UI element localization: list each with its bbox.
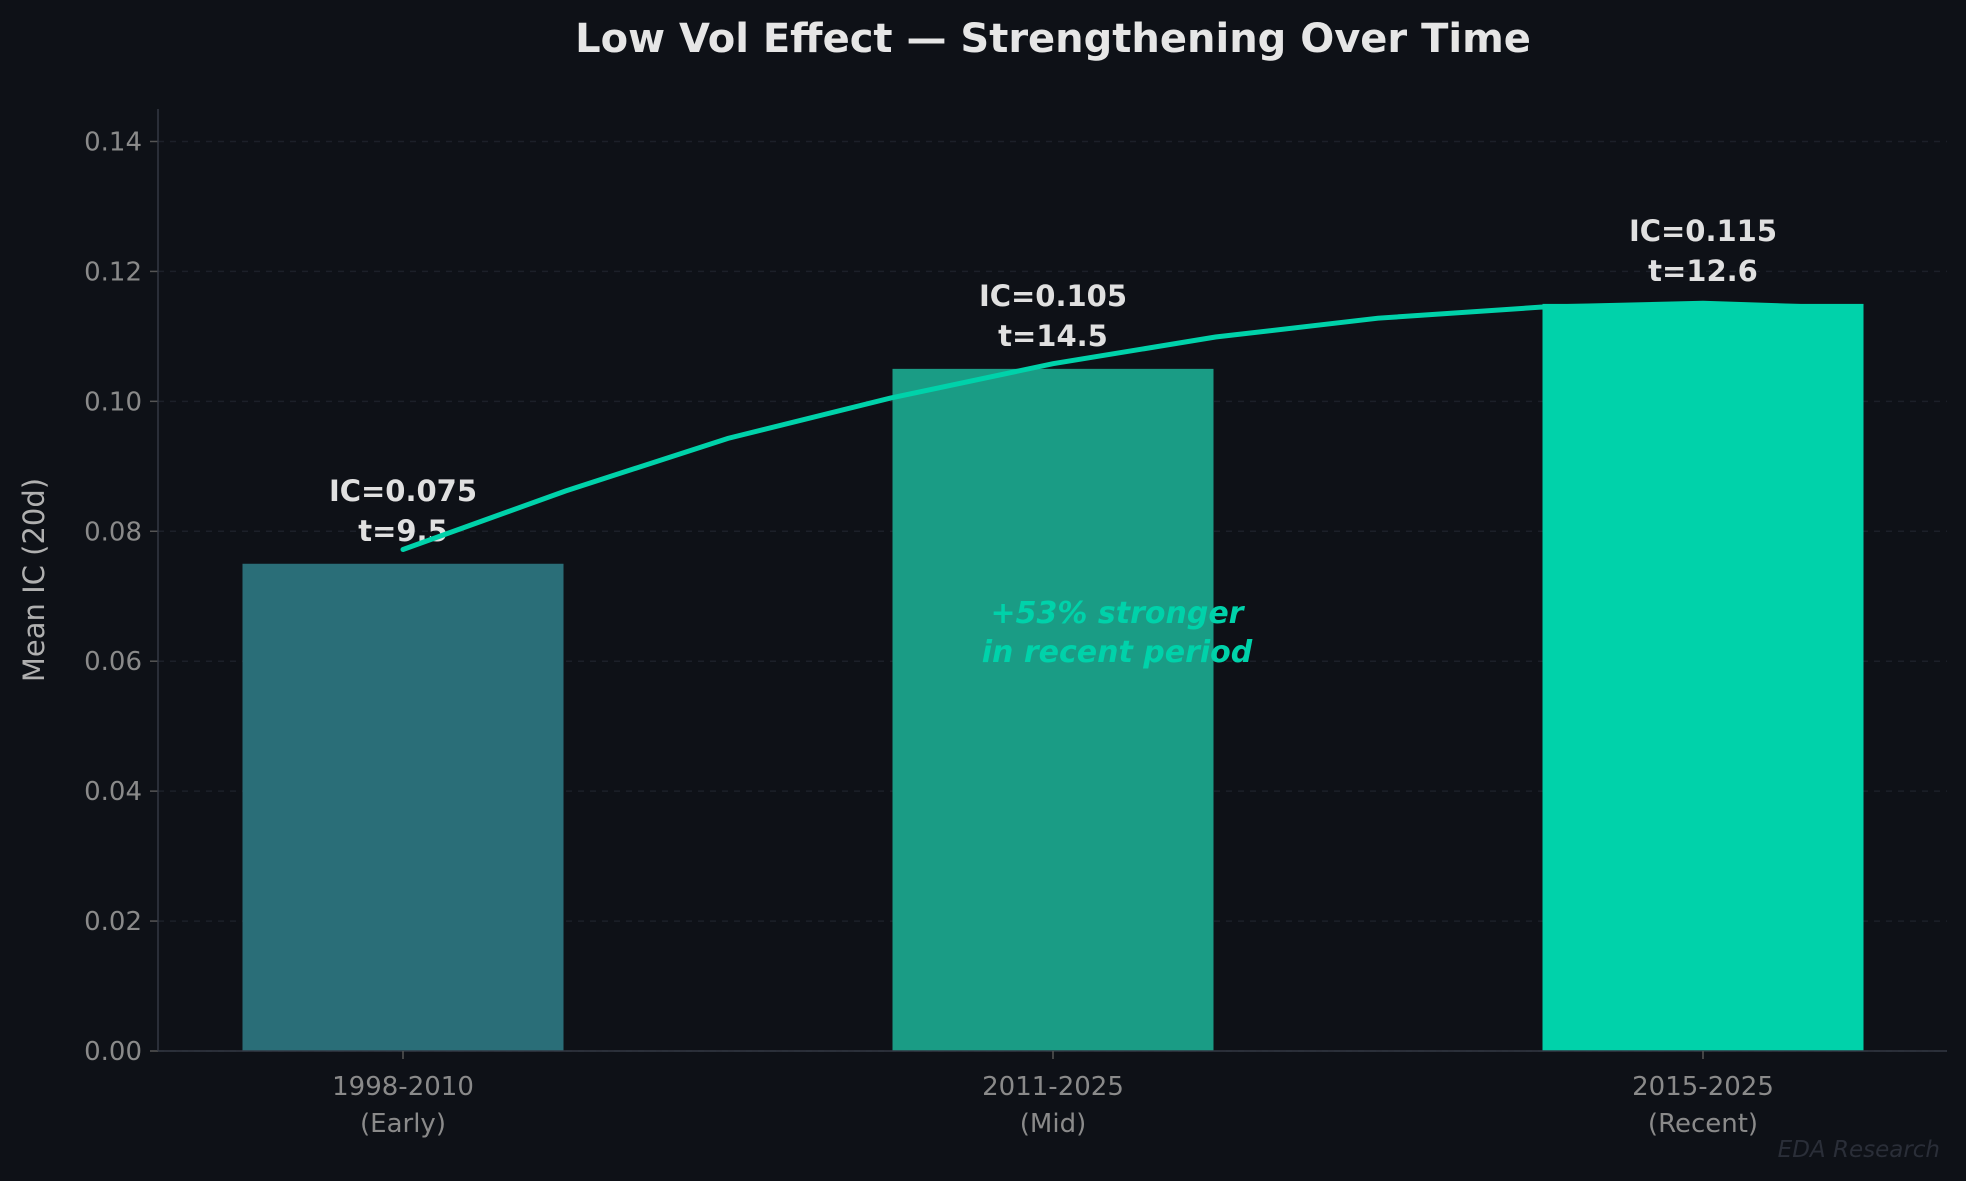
data-label-t: t=14.5 [998, 319, 1108, 353]
data-label-ic: IC=0.105 [979, 279, 1127, 313]
data-label-ic: IC=0.115 [1629, 214, 1777, 248]
y-tick-label: 0.00 [84, 1037, 142, 1067]
trend-line [400, 300, 1823, 552]
y-tick-label: 0.02 [84, 907, 142, 937]
x-tick-label-sub: (Early) [360, 1109, 446, 1139]
y-tick-label: 0.04 [84, 777, 142, 807]
bar-3 [1542, 303, 1864, 1051]
watermark: EDA Research [1778, 1137, 1940, 1163]
y-tick-label: 0.08 [84, 517, 142, 547]
y-axis-label: Mean IC (20d) [17, 478, 51, 682]
x-tick-label-sub: (Mid) [1020, 1109, 1086, 1139]
x-tick-label: 2015-2025 [1632, 1072, 1774, 1102]
data-label-t: t=12.6 [1648, 254, 1758, 288]
annotation-line-1: +53% stronger [991, 596, 1246, 631]
chart-title: Low Vol Effect — Strengthening Over Time [575, 16, 1531, 62]
y-tick-label: 0.10 [84, 387, 142, 417]
y-tick-label: 0.14 [84, 127, 142, 157]
x-tick-label: 1998-2010 [332, 1072, 474, 1102]
data-label-t: t=9.5 [358, 514, 448, 548]
bar-1 [242, 563, 564, 1051]
y-tick-label: 0.12 [84, 257, 142, 287]
annotation-line-2: in recent period [982, 635, 1253, 670]
x-tick-label: 2011-2025 [982, 1072, 1124, 1102]
y-tick-label: 0.06 [84, 647, 142, 677]
x-tick-label-sub: (Recent) [1648, 1109, 1758, 1139]
data-label-ic: IC=0.075 [329, 474, 477, 508]
bar-2 [892, 368, 1214, 1051]
